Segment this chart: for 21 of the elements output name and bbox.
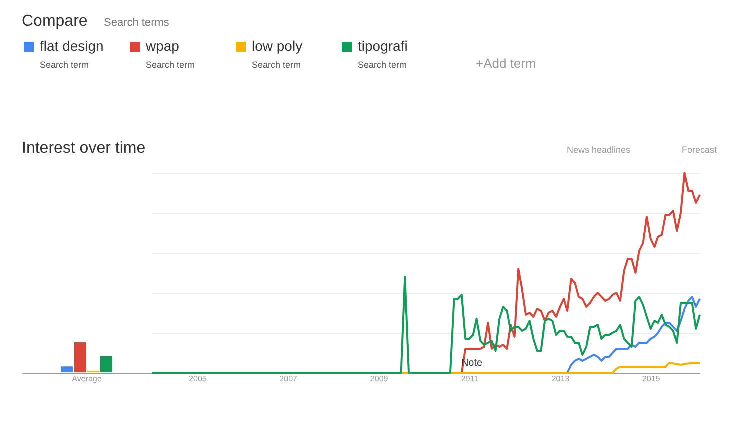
x-tick-label: 2011 (461, 374, 480, 384)
x-tick-label: 2007 (280, 374, 298, 384)
x-tick-label: 2009 (370, 374, 389, 384)
x-tick-label: 2005 (189, 374, 208, 384)
text: Search term (358, 60, 408, 70)
legend-label: wpap (145, 38, 180, 54)
text: Search term (146, 60, 196, 70)
text: News headlines (567, 145, 632, 155)
text: Compare (22, 13, 88, 30)
text: Search term (40, 60, 90, 70)
x-tick-label: 2013 (552, 374, 570, 384)
legend-label: flat design (40, 38, 104, 54)
legend-label: tipografi (358, 38, 408, 54)
text: Forecast (682, 145, 718, 155)
legend-label: low poly (252, 38, 303, 54)
text: Search term (252, 60, 302, 70)
x-tick-label: Average (72, 374, 102, 384)
chart-title: Interest over time (22, 140, 146, 157)
text: +Add term (476, 56, 536, 71)
text: Search terms (104, 17, 170, 29)
x-tick-label: 2015 (642, 374, 661, 384)
